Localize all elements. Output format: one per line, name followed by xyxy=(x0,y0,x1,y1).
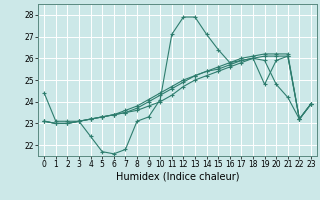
X-axis label: Humidex (Indice chaleur): Humidex (Indice chaleur) xyxy=(116,172,239,182)
